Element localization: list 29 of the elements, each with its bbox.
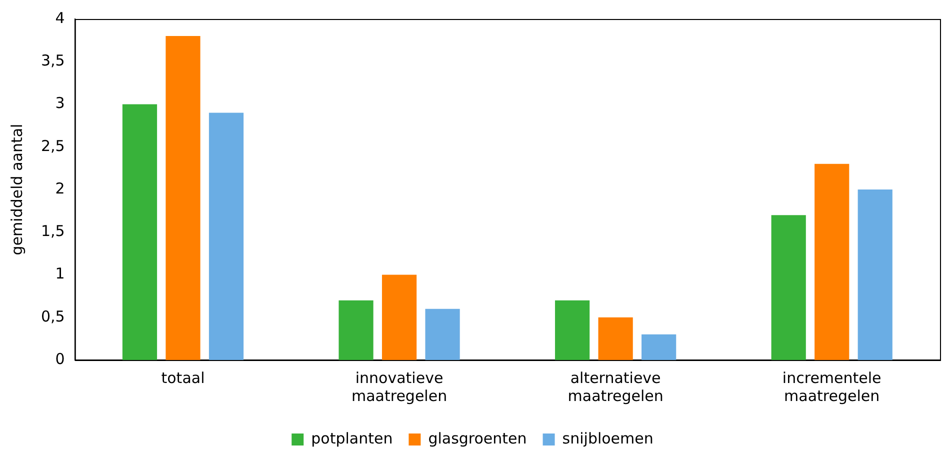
y-tick-label: 2,5 — [40, 136, 65, 155]
y-tick-label: 1 — [55, 264, 65, 283]
legend-label: potplanten — [311, 429, 393, 448]
bar — [166, 36, 200, 360]
y-tick-label: 2 — [55, 179, 65, 198]
x-tick-label: totaal — [161, 368, 205, 387]
legend-label: snijbloemen — [562, 429, 654, 448]
legend-label: glasgroenten — [428, 429, 527, 448]
bar — [814, 164, 850, 360]
x-tick-label: innovatieve maatregelen — [351, 368, 448, 405]
y-tick-label: 3,5 — [40, 52, 65, 70]
y-axis-title: gemiddeld aantal — [8, 124, 26, 256]
y-tick-label: 0,5 — [40, 307, 65, 326]
bar — [382, 274, 417, 360]
x-tick-label: alternatieve maatregelen — [568, 368, 664, 405]
y-tick-label: 4 — [55, 8, 65, 27]
y-tick-label: 1,5 — [40, 222, 65, 240]
bar — [555, 300, 590, 360]
bar — [858, 190, 892, 360]
bar — [208, 112, 244, 360]
bar — [338, 300, 374, 360]
y-tick-label: 3 — [55, 94, 65, 112]
bar — [642, 334, 676, 360]
y-tick-label: 0 — [55, 350, 65, 368]
bar — [598, 317, 633, 360]
bar — [425, 308, 460, 360]
bar — [771, 215, 806, 360]
x-tick-label: incrementele maatregelen — [782, 368, 882, 405]
bar — [122, 104, 158, 360]
